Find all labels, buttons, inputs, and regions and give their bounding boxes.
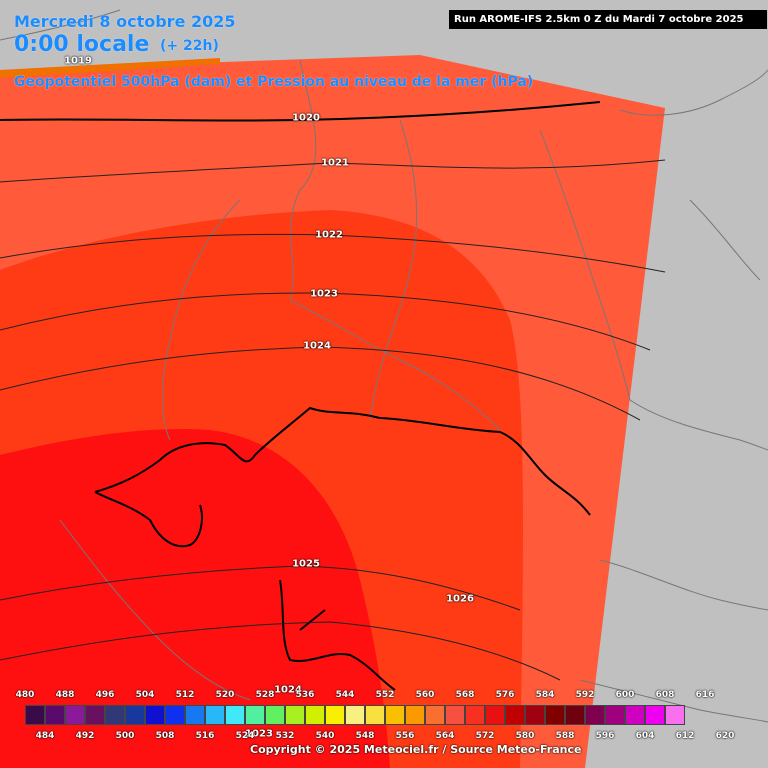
- legend-swatch: [665, 705, 685, 725]
- legend-tick-label: 528: [255, 690, 275, 700]
- forecast-date: Mercredi 8 octobre 2025: [14, 12, 236, 31]
- legend-swatch: [265, 705, 285, 725]
- legend-swatch: [505, 705, 525, 725]
- legend-swatch: [105, 705, 125, 725]
- legend-tick-label: 524: [235, 731, 255, 741]
- isobar-label: 1024: [274, 684, 302, 696]
- legend-swatch: [645, 705, 665, 725]
- legend-swatch: [585, 705, 605, 725]
- forecast-offset: (+ 22h): [160, 38, 219, 54]
- legend-tick-label: 608: [655, 690, 675, 700]
- legend-tick-label: 548: [355, 731, 375, 741]
- legend-tick-label: 504: [135, 690, 155, 700]
- legend-swatch: [205, 705, 225, 725]
- legend-tick-label: 516: [195, 731, 215, 741]
- legend-tick-label: 580: [515, 731, 535, 741]
- legend-swatch: [325, 705, 345, 725]
- legend-swatch: [625, 705, 645, 725]
- legend-swatch: [425, 705, 445, 725]
- legend-tick-label: 620: [715, 731, 735, 741]
- legend-tick-label: 492: [75, 731, 95, 741]
- legend-swatch: [145, 705, 165, 725]
- legend-swatch: [545, 705, 565, 725]
- field-band-576: [0, 58, 220, 78]
- legend-swatch: [485, 705, 505, 725]
- legend-tick-label: 572: [475, 731, 495, 741]
- legend-tick-label: 480: [15, 690, 35, 700]
- legend-tick-label: 540: [315, 731, 335, 741]
- legend-tick-label: 556: [395, 731, 415, 741]
- legend-tick-label: 536: [295, 690, 315, 700]
- legend-tick-label: 500: [115, 731, 135, 741]
- legend-tick-label: 484: [35, 731, 55, 741]
- legend-tick-label: 596: [595, 731, 615, 741]
- legend-swatch: [225, 705, 245, 725]
- legend-swatch: [65, 705, 85, 725]
- legend-swatch: [45, 705, 65, 725]
- legend-tick-label: 488: [55, 690, 75, 700]
- forecast-time: 0:00 locale: [14, 32, 150, 57]
- legend-swatch: [185, 705, 205, 725]
- legend-swatch: [165, 705, 185, 725]
- legend-tick-label: 600: [615, 690, 635, 700]
- legend-tick-label: 532: [275, 731, 295, 741]
- legend-tick-label: 544: [335, 690, 355, 700]
- legend-swatch: [345, 705, 365, 725]
- legend-swatch: [85, 705, 105, 725]
- isobar-label: 1020: [292, 112, 320, 124]
- legend-tick-label: 552: [375, 690, 395, 700]
- legend-swatch: [385, 705, 405, 725]
- legend-tick-label: 576: [495, 690, 515, 700]
- isobar-label: 1023: [245, 728, 273, 740]
- copyright-notice: Copyright © 2025 Meteociel.fr / Source M…: [250, 743, 582, 756]
- legend-swatch: [125, 705, 145, 725]
- isobar-label: 1025: [292, 558, 320, 570]
- legend-tick-label: 520: [215, 690, 235, 700]
- color-legend: 480 488 496 504 512 520 528 536 544 552 560 568 576 5…: [0, 683, 768, 768]
- legend-swatch: [305, 705, 325, 725]
- legend-tick-label: 508: [155, 731, 175, 741]
- legend-tick-label: 592: [575, 690, 595, 700]
- legend-swatch: [405, 705, 425, 725]
- legend-swatch: [25, 705, 45, 725]
- legend-tick-label: 512: [175, 690, 195, 700]
- legend-tick-label: 568: [455, 690, 475, 700]
- legend-swatch: [525, 705, 545, 725]
- isobar-label: 1024: [303, 340, 331, 352]
- isobar-label: 1023: [310, 288, 338, 300]
- isobar-label: 1019: [64, 55, 92, 67]
- legend-swatch: [365, 705, 385, 725]
- isobar-label: 1022: [315, 229, 343, 241]
- legend-tick-label: 588: [555, 731, 575, 741]
- legend-tick-label: 496: [95, 690, 115, 700]
- parameter-title: Geopotentiel 500hPa (dam) et Pression au…: [14, 74, 534, 90]
- run-info-banner: Run AROME-IFS 2.5km 0 Z du Mardi 7 octob…: [449, 10, 767, 29]
- legend-tick-label: 616: [695, 690, 715, 700]
- legend-swatch: [285, 705, 305, 725]
- legend-color-bar: [25, 705, 685, 725]
- legend-tick-label: 560: [415, 690, 435, 700]
- legend-swatch: [565, 705, 585, 725]
- legend-tick-label: 604: [635, 731, 655, 741]
- legend-tick-label: 584: [535, 690, 555, 700]
- field-band-588: [0, 429, 390, 768]
- isobar-label: 1026: [446, 593, 474, 605]
- legend-tick-label: 564: [435, 731, 455, 741]
- isobar-label: 1021: [321, 157, 349, 169]
- legend-swatch: [605, 705, 625, 725]
- legend-tick-label: 612: [675, 731, 695, 741]
- legend-swatch: [445, 705, 465, 725]
- legend-swatch: [465, 705, 485, 725]
- legend-swatch: [245, 705, 265, 725]
